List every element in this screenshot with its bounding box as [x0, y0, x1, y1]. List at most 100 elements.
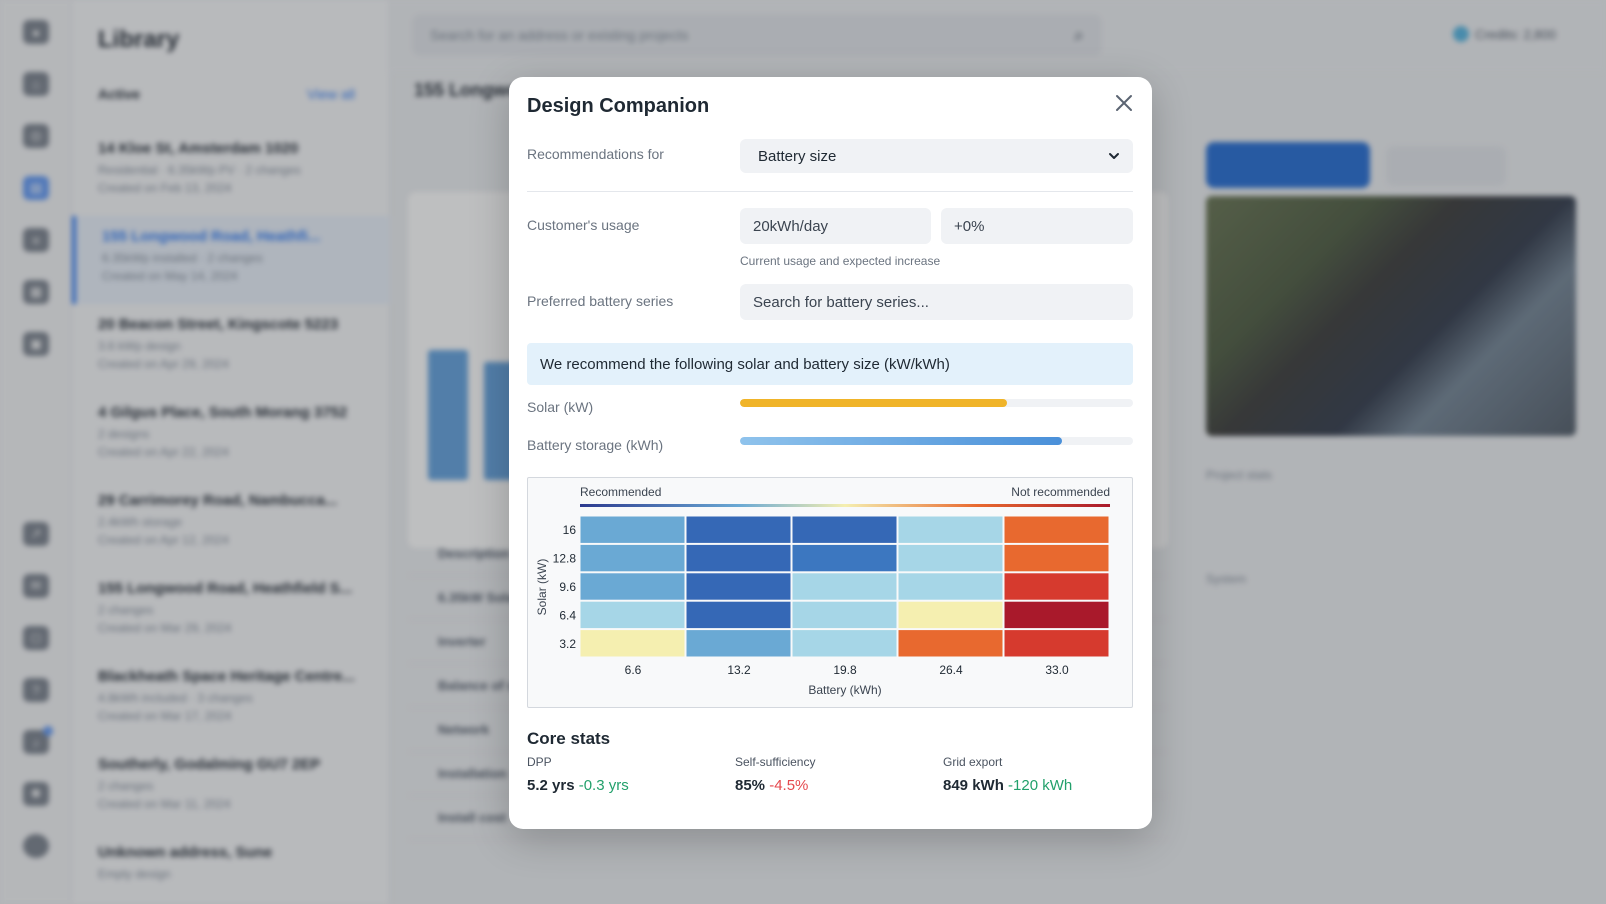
battery-label: Battery storage (kWh): [527, 437, 664, 453]
heatmap-cell: [580, 630, 685, 657]
settings-icon[interactable]: ✱: [23, 782, 49, 806]
library-item-date: Created on May 14, 2024: [102, 269, 238, 283]
recommendations-select[interactable]: Battery size: [740, 139, 1133, 173]
share-button[interactable]: [1386, 146, 1506, 186]
stat-value: 5.2 yrs: [527, 777, 575, 794]
global-search[interactable]: Search for an address or existing projec…: [412, 14, 1102, 56]
stat-delta: -0.3 yrs: [578, 777, 629, 794]
recommendations-label: Recommendations for: [527, 146, 664, 162]
calendar-icon[interactable]: ▦: [23, 280, 49, 304]
library-item[interactable]: 20 Beacon Street, Kingscote 5223 3.6 kWp …: [72, 304, 390, 392]
stat-dpp: DPP 5.2 yrs -0.3 yrs: [527, 755, 629, 794]
x-tick-label: 6.6: [625, 663, 642, 677]
home-icon[interactable]: ⌂: [23, 72, 49, 96]
library-item[interactable]: 29 Carrimorey Road, Nambucca... 2.4kWh st…: [72, 480, 390, 568]
core-stats-title: Core stats: [527, 729, 611, 748]
heatmap-cell: [898, 573, 1003, 600]
library-item-date: Created on Mar 29, 2024: [98, 621, 232, 635]
avatar[interactable]: [23, 834, 49, 858]
mail-icon[interactable]: ✉: [23, 574, 49, 598]
library-item-title: 20 Beacon Street, Kingscote 5223: [98, 316, 339, 333]
heatmap-cell: [792, 601, 897, 629]
list-icon[interactable]: ≡: [23, 228, 49, 252]
library-title: Library: [98, 26, 180, 53]
help-icon[interactable]: ?: [23, 678, 49, 702]
chevron-down-icon: [1109, 153, 1119, 159]
y-tick-label: 12.8: [553, 552, 577, 566]
stat-self-sufficiency: Self-sufficiency 85% -4.5%: [735, 755, 815, 794]
library-item-date: Created on Apr 29, 2024: [98, 357, 229, 371]
heatmap-cell: [792, 573, 897, 600]
library-item[interactable]: Southerly, Godalming GU7 2EP 2 changes Cre…: [72, 744, 390, 832]
heatmap-card: Recommended Not recommended 16 12.8 9.6 6.4 3.…: [527, 477, 1133, 708]
library-item[interactable]: 4 Gilgus Place, South Morang 3752 2 desig…: [72, 392, 390, 480]
search-placeholder: Search for an address or existing projec…: [430, 27, 689, 43]
heatmap-cell: [898, 544, 1003, 572]
globe-icon[interactable]: ◎: [23, 124, 49, 148]
chart-icon[interactable]: ↗: [23, 522, 49, 546]
search-icon: ⌕: [1073, 24, 1084, 45]
battery-series-label: Preferred battery series: [527, 293, 674, 309]
heatmap-cell: [580, 516, 685, 543]
credits-text: Credits: 2,800: [1475, 26, 1556, 42]
proposal-button[interactable]: [1206, 142, 1370, 188]
battery-series-search[interactable]: Search for battery series...: [740, 284, 1133, 320]
usage-increase-input[interactable]: +0%: [941, 208, 1133, 244]
bell-icon[interactable]: ♪: [23, 726, 53, 754]
heatmap-cell: [1004, 601, 1109, 629]
usage-input[interactable]: 20kWh/day: [740, 208, 931, 244]
close-button[interactable]: [1108, 87, 1140, 119]
library-item-sub: Residential · 6.35kWp PV · 2 changes: [98, 163, 301, 177]
library-item[interactable]: Unknown address, Sune Empty design: [72, 832, 390, 904]
library-item-sub: Empty design: [98, 867, 171, 881]
view-all-link[interactable]: View all: [307, 86, 355, 102]
library-item[interactable]: 14 Kloe St, Amsterdam 1020 Residential · …: [72, 128, 390, 216]
library-filter[interactable]: Active: [98, 86, 141, 102]
library-item-sub: 2.4kWh storage: [98, 515, 183, 529]
stat-label: Grid export: [943, 755, 1003, 769]
stat-label: Self-sufficiency: [735, 755, 816, 769]
y-tick-label: 9.6: [559, 580, 576, 594]
stat-value: 849 kWh: [943, 777, 1004, 794]
heatmap-cell: [686, 516, 791, 543]
y-tick-label: 3.2: [559, 637, 576, 651]
library-item-date: Created on Apr 22, 2024: [98, 445, 229, 459]
library-item-date: Created on Mar 17, 2024: [98, 709, 232, 723]
x-tick-label: 19.8: [833, 663, 857, 677]
heatmap-cell: [580, 573, 685, 600]
close-icon: [1116, 95, 1132, 111]
library-item-date: Created on Apr 12, 2024: [98, 533, 229, 547]
folder-icon[interactable]: ▤: [23, 176, 49, 200]
heatmap-cell: [1004, 516, 1109, 543]
library-item-sub: 2 changes: [98, 603, 154, 617]
library-item-title: 4 Gilgus Place, South Morang 3752: [98, 404, 348, 421]
heatmap-cell: [686, 601, 791, 629]
stat-delta: -120 kWh: [1008, 777, 1073, 794]
heatmap-cell: [580, 544, 685, 572]
logo-icon[interactable]: ●: [23, 20, 49, 44]
library-item-title: Blackheath Space Heritage Centre...: [98, 668, 355, 685]
library-item[interactable]: 155 Longwood Road, Heathfi... 6.35kWp ins…: [72, 216, 390, 304]
library-panel: Library Active View all 14 Kloe St, Amst…: [72, 0, 390, 904]
y-tick-label: 6.4: [559, 608, 576, 622]
library-item[interactable]: 155 Longwood Road, Heathfield S... 2 chan…: [72, 568, 390, 656]
heatmap-cell: [898, 601, 1003, 629]
legend-high-label: Not recommended: [1011, 485, 1110, 499]
x-tick-label: 26.4: [939, 663, 963, 677]
solar-bar-fill: [740, 399, 1008, 407]
legend-gradient-bar: [580, 504, 1110, 507]
legend-low-label: Recommended: [580, 485, 661, 499]
chat-icon[interactable]: ◻: [23, 626, 49, 650]
stat-grid-export: Grid export 849 kWh -120 kWh: [943, 755, 1072, 794]
battery-bar-track: [740, 437, 1133, 445]
roof-photo: [1206, 196, 1576, 436]
heatmap-cell: [686, 630, 791, 657]
library-item[interactable]: Blackheath Space Heritage Centre... 4.8kW…: [72, 656, 390, 744]
x-axis-label: Battery (kWh): [808, 683, 881, 697]
usage-label: Customer's usage: [527, 217, 640, 233]
design-companion-dialog: Design Companion Recommendations for Bat…: [509, 77, 1152, 829]
box-icon[interactable]: ▣: [23, 332, 49, 356]
library-item-sub: 2 designs: [98, 427, 150, 441]
project-side-panel: Project stats System: [1176, 72, 1606, 904]
icon-rail: ● ⌂ ◎ ▤ ≡ ▦ ▣ ↗ ✉ ◻ ? ♪ ✱: [0, 0, 72, 904]
